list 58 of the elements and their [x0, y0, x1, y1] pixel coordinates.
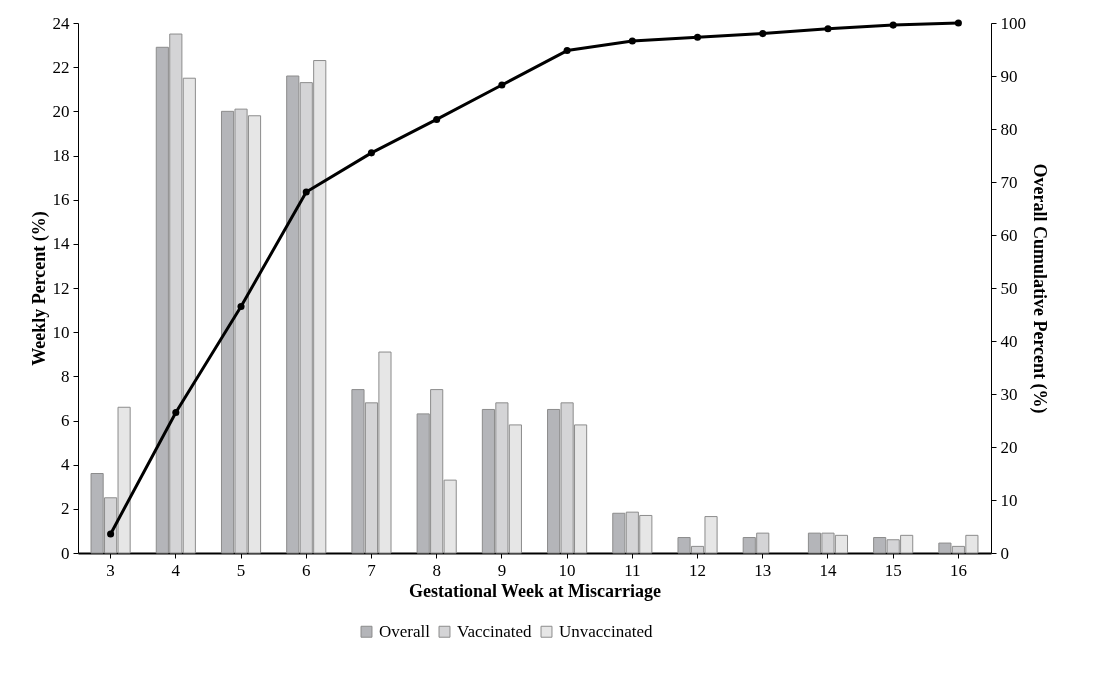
y-tick-label: 18 — [52, 146, 70, 165]
point — [954, 19, 962, 27]
x-tick-label: 15 — [884, 560, 902, 580]
y2-tick-label: 40 — [1000, 331, 1018, 351]
y2-tick-label: 0 — [1000, 543, 1009, 563]
x-tick-label: 16 — [949, 560, 967, 580]
y2-tick-label: 50 — [1000, 278, 1018, 298]
x-tick-label: 13 — [754, 560, 772, 580]
point — [172, 409, 180, 417]
y2-tick-label: 20 — [1000, 437, 1018, 457]
point — [889, 21, 897, 29]
y-tick-label: 12 — [52, 278, 70, 298]
y-tick-label: 10 — [52, 322, 70, 342]
point — [433, 115, 441, 123]
point — [367, 149, 375, 157]
point — [824, 25, 832, 33]
y2-tick-label: 70 — [1000, 172, 1018, 192]
y-tick-label: 0 — [61, 543, 70, 563]
point — [563, 47, 571, 55]
y2-tick-label: 10 — [1000, 490, 1018, 510]
point — [237, 303, 245, 311]
y-tick-label: 2 — [61, 499, 70, 519]
x-tick-label: 11 — [624, 560, 641, 580]
y-tick-label: 8 — [61, 366, 70, 386]
y-axis-title: Weekly Percent (%) — [28, 211, 50, 366]
point — [628, 37, 636, 45]
x-tick-label: 8 — [432, 560, 441, 580]
y-tick-label: 22 — [52, 57, 70, 77]
y2-tick-label: 80 — [1000, 119, 1018, 139]
x-tick-label: 6 — [302, 560, 311, 580]
y-tick-label: 24 — [52, 13, 70, 33]
legend-label: Overall — [379, 621, 431, 641]
legend-label: Vaccinated — [457, 621, 533, 641]
x-tick-label: 5 — [236, 560, 246, 580]
point — [759, 30, 767, 38]
x-tick-label: 14 — [819, 560, 837, 580]
y-tick-label: 14 — [52, 234, 70, 254]
y2-axis-title: Overall Cumulative Percent (%) — [1029, 163, 1050, 414]
x-axis-title: Gestational Week at Miscarriage — [408, 580, 662, 601]
y-tick-label: 16 — [52, 190, 70, 210]
legend-label: Unvaccinated — [559, 621, 653, 641]
point — [694, 33, 702, 41]
point — [302, 188, 310, 196]
x-tick-label: 12 — [689, 560, 707, 580]
point — [107, 530, 115, 538]
y-tick-label: 6 — [61, 411, 70, 430]
y2-tick-label: 100 — [1000, 13, 1026, 33]
x-tick-label: 10 — [558, 560, 576, 580]
y2-tick-label: 30 — [1000, 384, 1018, 404]
y2-tick-label: 60 — [1000, 225, 1018, 245]
x-tick-label: 3 — [106, 560, 115, 580]
x-tick-label: 4 — [171, 560, 181, 580]
y2-tick-label: 90 — [1000, 66, 1018, 86]
y-tick-label: 4 — [61, 455, 70, 475]
point — [498, 81, 506, 89]
y-tick-label: 20 — [52, 101, 70, 121]
x-tick-label: 7 — [367, 560, 377, 580]
x-tick-label: 9 — [497, 560, 507, 580]
